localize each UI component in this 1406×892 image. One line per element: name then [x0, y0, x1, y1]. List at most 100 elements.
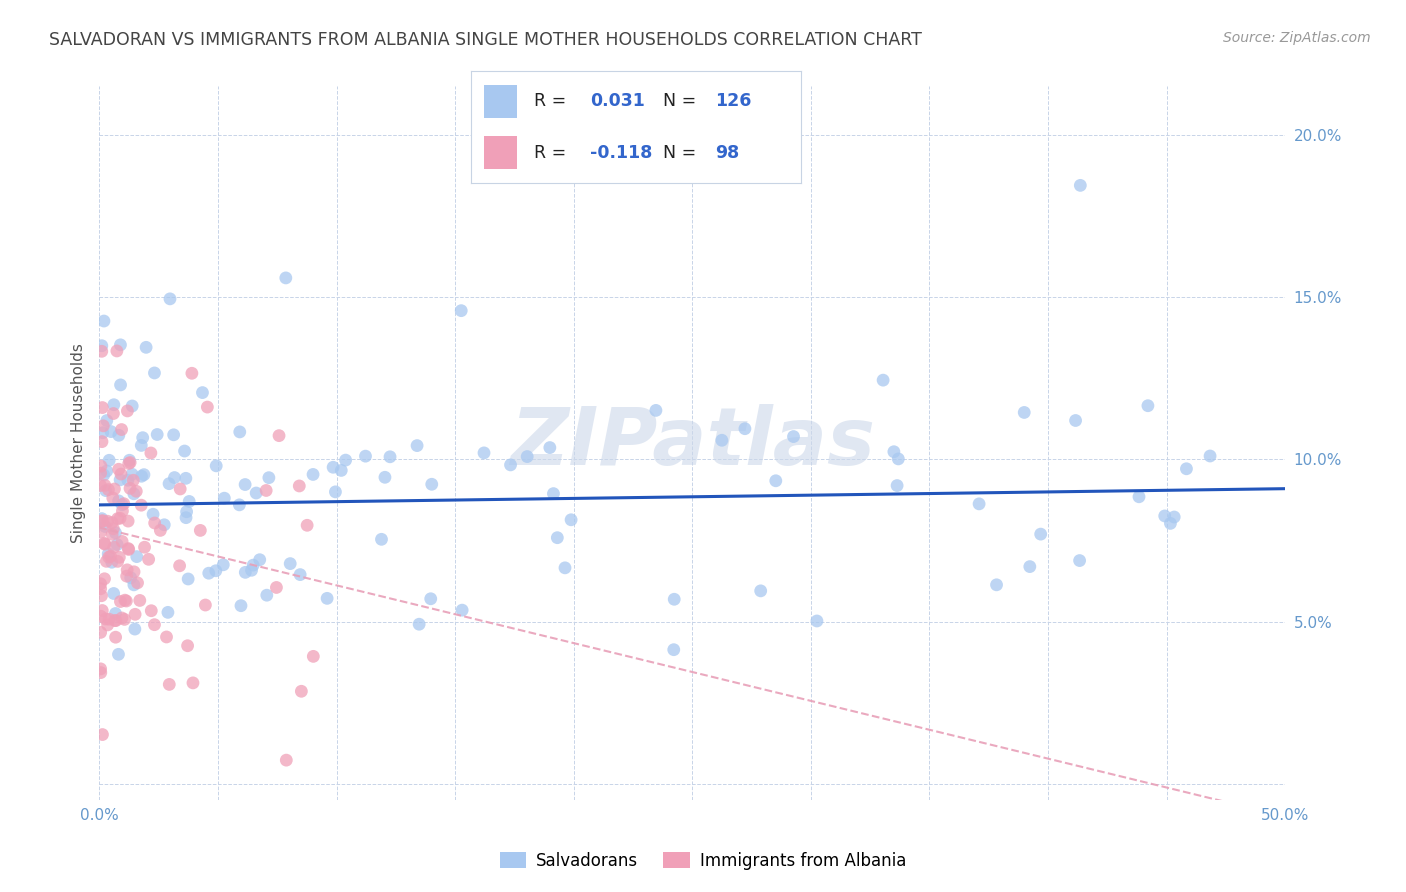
Point [734, 422, 756, 436]
Point [176, 639, 198, 653]
Point [117, 404, 139, 418]
Point [108, 428, 131, 442]
Point [111, 498, 134, 512]
Point [103, 482, 125, 496]
Point [266, 581, 288, 595]
Point [664, 592, 686, 607]
Point [90, 589, 112, 603]
Point [114, 593, 136, 607]
Point [710, 434, 733, 448]
Point [420, 477, 443, 491]
Point [212, 558, 235, 572]
Point [114, 612, 136, 626]
Text: ZIPatlas: ZIPatlas [510, 404, 875, 483]
Point [98, 453, 121, 467]
Point [276, 753, 298, 767]
Point [96, 464, 118, 478]
Point [118, 542, 141, 557]
Point [103, 407, 125, 421]
Point [1136, 399, 1159, 413]
Point [101, 491, 124, 505]
Point [290, 684, 312, 698]
Point [169, 558, 191, 573]
Point [138, 552, 160, 566]
Point [228, 498, 250, 512]
Point [100, 425, 122, 439]
Point [157, 677, 180, 691]
Point [90, 344, 112, 359]
Point [1175, 462, 1198, 476]
Point [110, 423, 132, 437]
Point [104, 607, 127, 621]
Point [806, 614, 828, 628]
Point [122, 487, 145, 501]
Point [159, 292, 181, 306]
Point [97, 618, 120, 632]
Point [229, 425, 252, 439]
Point [90, 665, 112, 680]
Point [125, 484, 148, 499]
Point [1159, 516, 1181, 531]
Text: R =: R = [534, 144, 571, 161]
Point [107, 462, 129, 476]
Point [197, 566, 219, 581]
Point [1199, 449, 1222, 463]
Point [115, 563, 138, 577]
Point [97, 483, 120, 497]
Point [516, 450, 538, 464]
Legend: Salvadorans, Immigrants from Albania: Salvadorans, Immigrants from Albania [494, 846, 912, 877]
Point [91, 728, 114, 742]
Text: R =: R = [534, 93, 571, 111]
Point [887, 451, 910, 466]
Point [1128, 490, 1150, 504]
Point [104, 630, 127, 644]
Point [267, 428, 290, 442]
Y-axis label: Single Mother Households: Single Mother Households [72, 343, 86, 543]
Point [257, 471, 280, 485]
Point [93, 572, 115, 586]
Point [191, 385, 214, 400]
Point [179, 494, 201, 508]
Point [141, 604, 163, 618]
Point [205, 458, 228, 473]
Point [90, 662, 112, 676]
Point [1064, 413, 1087, 427]
Point [101, 516, 124, 530]
Point [122, 565, 145, 579]
Text: N =: N = [662, 144, 702, 161]
Point [90, 582, 112, 596]
Point [121, 399, 143, 413]
Point [1163, 510, 1185, 524]
Point [131, 469, 153, 483]
Point [242, 558, 264, 573]
Point [157, 476, 180, 491]
Point [1069, 178, 1091, 193]
Point [96, 413, 118, 427]
Point [143, 516, 166, 530]
Point [115, 594, 138, 608]
Text: SALVADORAN VS IMMIGRANTS FROM ALBANIA SINGLE MOTHER HOUSEHOLDS CORRELATION CHART: SALVADORAN VS IMMIGRANTS FROM ALBANIA SI… [49, 31, 922, 49]
Point [93, 467, 115, 482]
Point [107, 493, 129, 508]
Point [90, 514, 112, 528]
Point [419, 591, 441, 606]
Point [104, 525, 127, 540]
Point [174, 471, 197, 485]
Point [450, 303, 472, 318]
Point [194, 598, 217, 612]
Point [111, 611, 134, 625]
Text: N =: N = [662, 93, 702, 111]
FancyBboxPatch shape [484, 85, 517, 119]
Point [112, 497, 135, 511]
Point [98, 612, 121, 626]
Point [302, 649, 325, 664]
Point [91, 418, 114, 433]
Point [110, 338, 132, 352]
Point [538, 441, 561, 455]
Point [118, 457, 141, 471]
Point [101, 555, 124, 569]
Point [408, 617, 430, 632]
Point [883, 444, 905, 458]
Point [132, 467, 155, 482]
Point [560, 513, 582, 527]
